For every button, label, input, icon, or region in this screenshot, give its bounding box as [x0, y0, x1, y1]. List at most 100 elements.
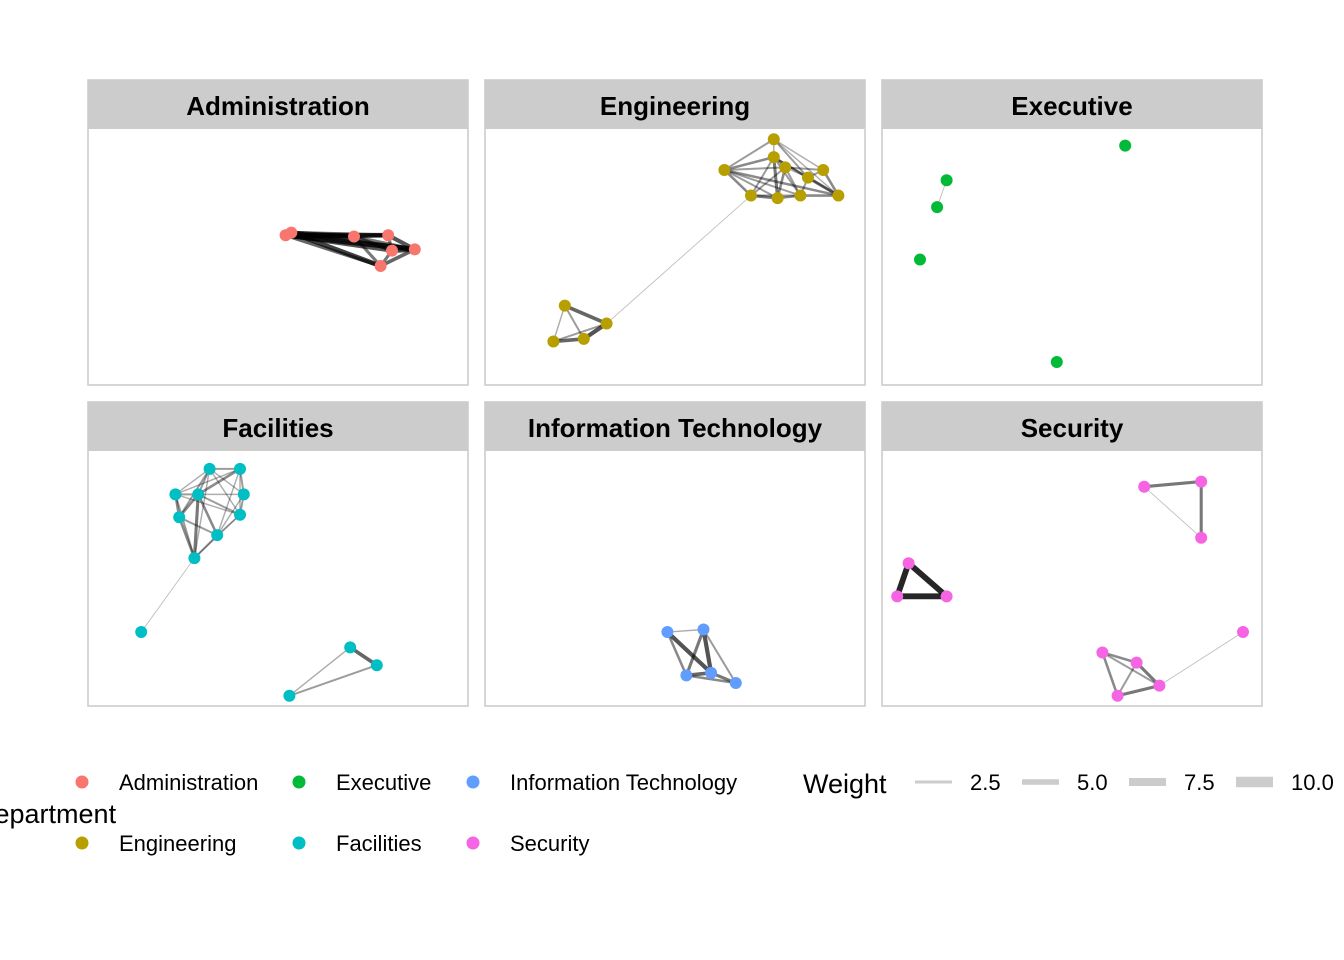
network-edge — [1101, 651, 1161, 687]
network-edge — [140, 557, 195, 633]
network-edge — [174, 493, 196, 560]
network-edge — [723, 168, 779, 200]
color-legend-title: Department — [0, 799, 117, 829]
network-node — [547, 335, 560, 348]
network-edge — [685, 674, 738, 685]
network-node — [914, 253, 926, 266]
network-node — [135, 626, 148, 639]
network-node — [203, 462, 216, 475]
network-node — [188, 552, 201, 565]
network-node — [370, 659, 383, 672]
network-node — [1138, 480, 1151, 493]
panel-border — [484, 401, 866, 707]
panel-border — [484, 79, 866, 386]
network-edge — [288, 230, 383, 269]
network-edge — [1143, 486, 1202, 539]
legend-label-administration: Administration — [119, 770, 258, 795]
panel-executive: Executive — [881, 79, 1263, 386]
network-node — [283, 689, 296, 702]
network-edge — [196, 493, 219, 537]
strip-engineering — [485, 80, 865, 129]
network-node — [1050, 355, 1063, 368]
panel-administration: Administration — [87, 79, 469, 386]
network-edge — [665, 629, 714, 675]
strip-executive — [882, 80, 1262, 129]
legend-key-administration — [75, 775, 89, 789]
network-node — [348, 230, 360, 243]
network-edge — [723, 168, 753, 197]
network-edge — [352, 234, 383, 268]
network-node — [940, 590, 953, 603]
legend-key-security — [466, 836, 480, 850]
network-edge — [552, 304, 566, 343]
strip-title-executive: Executive — [1011, 91, 1132, 121]
nodes-facilities — [135, 462, 383, 702]
network-node — [1130, 656, 1143, 669]
network-edge — [562, 303, 609, 326]
network-edge — [288, 646, 351, 697]
network-node — [600, 317, 613, 330]
network-edge — [772, 155, 780, 200]
facet-panels: Administration Engineering Executive Facili… — [87, 79, 1263, 707]
network-node — [767, 151, 780, 164]
network-edge — [702, 628, 737, 685]
network-edge — [772, 156, 802, 197]
network-node — [1237, 626, 1249, 639]
network-edge — [193, 468, 211, 559]
network-node — [680, 669, 693, 682]
network-edge — [1158, 631, 1244, 687]
network-node — [211, 529, 224, 542]
network-edge — [208, 468, 245, 496]
weight-label-7-5: 7.5 — [1184, 770, 1215, 795]
network-node — [285, 226, 298, 239]
nodes-engineering — [547, 133, 845, 348]
network-edge — [174, 468, 241, 496]
panel-border — [881, 79, 1263, 386]
network-node — [577, 332, 590, 345]
network-node — [661, 626, 674, 639]
network-edge — [750, 156, 775, 197]
network-node — [940, 174, 953, 187]
network-node — [1195, 531, 1208, 544]
network-edge — [177, 516, 196, 560]
nodes-administration — [279, 226, 421, 272]
strip-title-engineering: Engineering — [600, 91, 750, 121]
nodes-information-technology — [661, 623, 742, 690]
network-edge — [723, 155, 776, 172]
network-node — [705, 666, 718, 679]
network-edge — [1116, 684, 1161, 698]
network-edge — [666, 630, 688, 677]
panel-engineering: Engineering — [484, 79, 866, 386]
panel-border — [87, 401, 469, 707]
network-edge — [1116, 661, 1138, 697]
network-node — [386, 244, 398, 257]
network-node — [234, 462, 246, 475]
network-node — [832, 189, 845, 202]
legend-key-information-technology — [466, 775, 480, 789]
network-edge — [563, 304, 585, 340]
network-node — [169, 488, 182, 501]
network-edge — [216, 468, 241, 536]
network-node — [802, 171, 814, 184]
network-node — [729, 677, 742, 690]
legend-key-facilities — [292, 836, 306, 850]
network-node — [237, 488, 250, 501]
strip-title-administration: Administration — [186, 91, 369, 121]
network-edge — [178, 516, 219, 537]
network-node — [794, 189, 807, 202]
panel-security: Security — [881, 401, 1263, 707]
network-node — [891, 590, 904, 603]
network-edge — [352, 234, 394, 253]
network-edge — [1142, 480, 1203, 489]
legend-key-engineering — [75, 836, 89, 850]
network-node — [1096, 646, 1109, 659]
network-node — [1111, 689, 1124, 702]
network-node — [817, 163, 830, 176]
network-node — [745, 189, 757, 202]
network-edge — [174, 493, 241, 516]
network-edge — [905, 560, 950, 600]
network-node — [192, 488, 205, 501]
network-node — [173, 511, 186, 524]
weight-label-5-0: 5.0 — [1077, 770, 1108, 795]
weight-legend-title: Weight — [803, 769, 887, 799]
